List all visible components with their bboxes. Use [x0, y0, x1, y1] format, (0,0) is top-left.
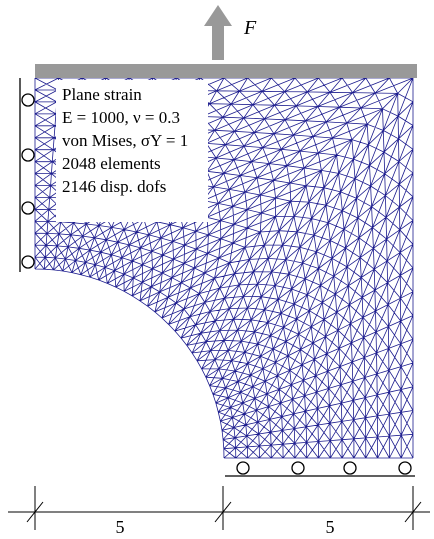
bottom-rollers: [237, 462, 411, 474]
page: {"force_label": "F", "info_box": {"lines…: [0, 0, 434, 539]
dimension-label: 5: [116, 517, 125, 537]
roller: [399, 462, 411, 474]
info-line: von Mises, σY = 1: [62, 131, 188, 150]
loading-plate: [35, 64, 417, 78]
diagram: F Plane strain E = 1000, ν = 0.3 von Mis…: [0, 0, 434, 539]
roller: [22, 256, 34, 268]
roller: [237, 462, 249, 474]
info-line: 2146 disp. dofs: [62, 177, 166, 196]
left-rollers: [22, 94, 34, 268]
info-line: 2048 elements: [62, 154, 161, 173]
roller: [344, 462, 356, 474]
dimension-label: 5: [326, 517, 335, 537]
roller: [22, 202, 34, 214]
info-line: E = 1000, ν = 0.3: [62, 108, 180, 127]
roller: [22, 94, 34, 106]
dimension-lines: [8, 486, 430, 530]
roller: [22, 149, 34, 161]
force-arrow: [204, 5, 232, 60]
info-line: Plane strain: [62, 85, 142, 104]
force-label: F: [243, 17, 257, 39]
roller: [292, 462, 304, 474]
